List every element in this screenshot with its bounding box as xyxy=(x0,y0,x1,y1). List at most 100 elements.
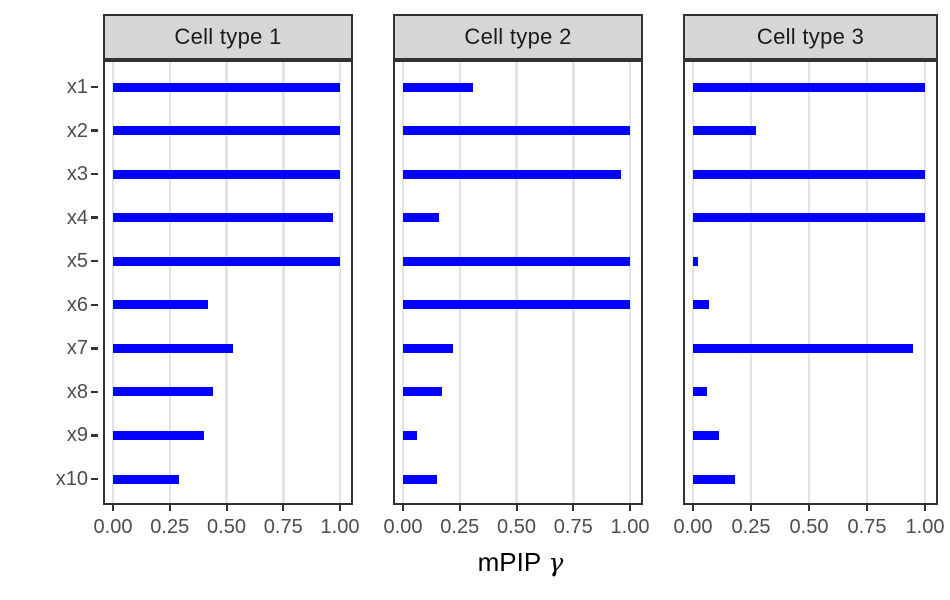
y-axis-label-x1: x1 xyxy=(66,76,88,98)
bar-x1 xyxy=(693,82,925,92)
bar-x10 xyxy=(403,474,438,484)
bar-x3 xyxy=(113,169,340,179)
bar-x5 xyxy=(693,256,698,266)
bar-x6 xyxy=(113,300,209,310)
x-axis-tick xyxy=(112,504,114,511)
y-axis-label-x2: x2 xyxy=(66,119,88,142)
y-axis-label-x6: x6 xyxy=(66,293,88,316)
gridline xyxy=(865,62,869,503)
gridline xyxy=(401,62,405,503)
x-axis-tick xyxy=(808,504,810,511)
x-axis-tick-label: 0.75 xyxy=(553,516,593,538)
gridline xyxy=(282,62,285,503)
y-axis-tick xyxy=(91,434,98,437)
facet-strip-label: Cell type 1 xyxy=(174,24,282,49)
facet-plot-area xyxy=(103,60,353,505)
bar-x10 xyxy=(113,474,179,484)
y-axis-tick xyxy=(91,303,98,307)
x-axis-tick xyxy=(924,504,926,511)
x-axis-tick xyxy=(458,504,461,511)
x-axis-tick xyxy=(629,504,631,511)
bar-x9 xyxy=(693,430,719,440)
x-axis-tick-label: 0.50 xyxy=(207,516,246,538)
x-axis-tick xyxy=(572,504,575,511)
bar-x8 xyxy=(693,387,707,397)
y-axis-label-x9: x9 xyxy=(66,424,88,447)
bar-x8 xyxy=(403,387,442,397)
bar-x7 xyxy=(113,343,234,353)
x-axis-tick-label: 0.25 xyxy=(440,516,480,538)
x-axis-tick-label: 0.25 xyxy=(150,516,190,538)
bar-x4 xyxy=(403,213,440,223)
bar-x9 xyxy=(113,430,204,440)
gridline xyxy=(923,62,927,503)
bar-x1 xyxy=(403,82,474,92)
x-axis-tick-label: 0.00 xyxy=(383,516,423,538)
gridline xyxy=(749,62,753,503)
x-axis-tick xyxy=(339,504,341,511)
gridline xyxy=(691,62,695,503)
bar-x3 xyxy=(693,169,925,179)
x-axis-tick xyxy=(750,504,752,511)
x-axis-tick xyxy=(866,504,868,511)
x-axis-tick-label: 1.00 xyxy=(905,516,945,538)
x-axis-tick xyxy=(402,504,404,511)
facet-plot-area xyxy=(393,60,643,505)
y-axis-label-x5: x5 xyxy=(66,250,88,273)
facet-plot-area xyxy=(683,60,938,505)
bar-x3 xyxy=(403,169,621,179)
bar-x6 xyxy=(403,300,630,310)
y-axis-tick xyxy=(91,85,98,89)
x-axis-tick xyxy=(225,504,228,511)
bar-x2 xyxy=(693,126,756,136)
x-axis-tick xyxy=(515,504,518,511)
facet-strip: Cell type 1 xyxy=(103,14,353,60)
x-axis-tick xyxy=(282,504,285,511)
x-axis-title: mPIP γ xyxy=(103,547,938,581)
gridline xyxy=(572,62,575,503)
bar-x2 xyxy=(403,126,630,136)
x-axis-tick-label: 0.25 xyxy=(731,516,771,538)
y-axis-tick xyxy=(91,477,98,481)
x-axis-tick-label: 0.75 xyxy=(847,516,887,538)
gridline xyxy=(628,62,632,503)
facet-strip-label: Cell type 3 xyxy=(756,24,865,49)
gridline xyxy=(515,62,518,503)
facet-strip: Cell type 3 xyxy=(683,14,938,60)
gamma-symbol: γ xyxy=(548,548,564,577)
bar-x4 xyxy=(113,213,334,223)
gridline xyxy=(338,62,342,503)
x-axis-tick xyxy=(692,504,694,511)
gridline xyxy=(807,62,811,503)
facet-strip: Cell type 2 xyxy=(393,14,643,60)
x-axis-tick-label: 1.00 xyxy=(320,516,360,538)
y-axis-tick xyxy=(91,129,98,132)
bar-x4 xyxy=(693,213,925,223)
bar-x5 xyxy=(403,256,630,266)
bar-x7 xyxy=(403,343,453,353)
bar-x5 xyxy=(113,256,340,266)
bar-x10 xyxy=(693,474,735,484)
bar-x8 xyxy=(113,387,213,397)
y-axis-tick xyxy=(91,390,98,394)
y-axis-label-x8: x8 xyxy=(66,380,88,403)
x-axis-tick-label: 0.50 xyxy=(789,516,829,538)
bar-x9 xyxy=(403,430,417,440)
x-axis-tick-label: 0.00 xyxy=(93,516,133,538)
y-axis-tick xyxy=(91,259,98,263)
y-axis-label-x3: x3 xyxy=(66,163,88,186)
x-axis-tick xyxy=(168,504,171,511)
gridline xyxy=(225,62,228,503)
facet-strip-label: Cell type 2 xyxy=(464,24,572,49)
x-axis-tick-label: 1.00 xyxy=(610,516,650,538)
x-axis-tick-label: 0.00 xyxy=(673,516,713,538)
bar-x6 xyxy=(693,300,710,310)
y-axis-label-x10: x10 xyxy=(55,468,88,491)
gridline xyxy=(111,62,115,503)
bar-x2 xyxy=(113,126,340,136)
y-axis-label-x4: x4 xyxy=(66,206,88,229)
y-axis-label-x7: x7 xyxy=(66,337,88,360)
bar-x1 xyxy=(113,82,340,92)
x-axis-title-text: mPIP xyxy=(477,547,542,577)
